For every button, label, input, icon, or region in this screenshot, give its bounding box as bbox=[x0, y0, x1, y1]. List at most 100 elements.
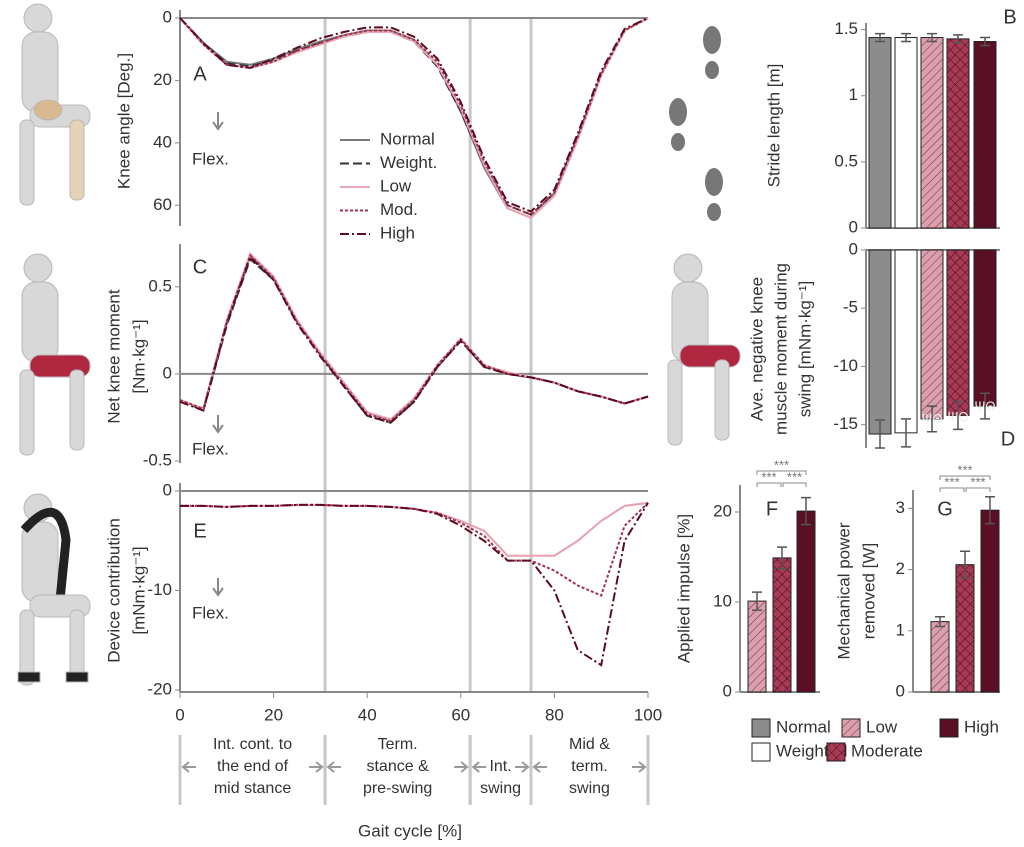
series-line bbox=[179, 17, 649, 216]
legend-label: Weight. bbox=[380, 153, 437, 172]
x-tick-label: 40 bbox=[358, 705, 377, 724]
y-axis-title: Knee angle [Deg.] bbox=[114, 53, 133, 189]
y-tick-label: 0 bbox=[163, 7, 172, 26]
legend-label: Moderate bbox=[851, 741, 923, 760]
significance-label: *** bbox=[761, 469, 776, 484]
error-bar bbox=[985, 495, 995, 525]
phase-arrow bbox=[471, 761, 530, 773]
y-tick-label: 1.5 bbox=[834, 19, 858, 38]
significance-label: *** bbox=[957, 462, 972, 477]
y-tick-label: 20 bbox=[713, 501, 732, 520]
panel-letter: A bbox=[193, 63, 207, 85]
legend-hatch bbox=[842, 719, 860, 737]
legend-label: Normal bbox=[776, 717, 831, 736]
bar bbox=[796, 510, 816, 693]
x-tick-label: 20 bbox=[264, 705, 283, 724]
phase-label: Int. cont. to bbox=[213, 736, 292, 753]
y-axis-title: removed [W] bbox=[859, 543, 878, 639]
legend-label: Mod. bbox=[380, 200, 418, 219]
phase-label: Mid & bbox=[569, 736, 610, 753]
y-tick-label: -10 bbox=[833, 356, 858, 375]
y-axis-title: Device contribution bbox=[104, 518, 123, 663]
legend-hatch bbox=[827, 743, 845, 761]
y-axis-title: [mNm·kg⁻¹] bbox=[129, 546, 148, 634]
phase-label: pre-swing bbox=[363, 780, 432, 797]
y-axis-title: muscle moment during bbox=[771, 263, 790, 435]
error-bar bbox=[901, 32, 911, 43]
bar-hatch bbox=[748, 601, 766, 692]
person-a bbox=[19, 3, 91, 206]
person-c bbox=[19, 253, 91, 456]
y-tick-label: 0.5 bbox=[834, 151, 858, 170]
y-tick-label: 60 bbox=[153, 195, 172, 214]
y-axis-title: Ave. negative knee bbox=[747, 277, 766, 421]
significance-label: *** bbox=[787, 469, 802, 484]
error-bar bbox=[875, 32, 885, 43]
error-bar bbox=[953, 400, 963, 431]
legend-swatch bbox=[751, 718, 771, 738]
error-bar bbox=[801, 496, 811, 526]
y-tick-label: 40 bbox=[153, 132, 172, 151]
y-axis-title: Net knee moment bbox=[104, 289, 123, 423]
phase-label: Term. bbox=[378, 736, 418, 753]
bar-label: ΨΘ bbox=[922, 411, 943, 426]
legend-label: High bbox=[964, 717, 999, 736]
error-bar bbox=[752, 591, 762, 611]
error-bar bbox=[777, 546, 787, 570]
panel-letter: E bbox=[193, 520, 206, 542]
y-tick-label: -5 bbox=[843, 298, 858, 317]
error-bar bbox=[927, 32, 937, 43]
significance-label: *** bbox=[774, 457, 789, 472]
y-tick-label: 1 bbox=[896, 620, 905, 639]
series-line bbox=[179, 17, 649, 216]
bar-label: ΨΘ bbox=[975, 398, 996, 413]
footprints bbox=[669, 26, 723, 221]
phase-label: mid stance bbox=[214, 780, 291, 797]
flexion-arrow bbox=[212, 112, 224, 131]
x-tick-label: 100 bbox=[634, 705, 662, 724]
bar bbox=[868, 249, 892, 435]
bar bbox=[894, 37, 918, 229]
error-bar bbox=[953, 34, 963, 44]
y-axis-title: swing [mNm·kg⁻¹] bbox=[795, 281, 814, 417]
bar-label: ΨΘ bbox=[948, 409, 969, 424]
series-line bbox=[179, 253, 649, 423]
bar bbox=[868, 37, 892, 229]
y-tick-label: 0.5 bbox=[148, 276, 172, 295]
error-bar bbox=[875, 419, 885, 449]
significance-bracket bbox=[756, 482, 782, 487]
panel-letter: F bbox=[766, 498, 778, 520]
significance-bracket bbox=[965, 487, 991, 492]
y-tick-label: 0 bbox=[723, 681, 732, 700]
phase-label: swing bbox=[480, 780, 521, 797]
phase-arrow bbox=[181, 761, 324, 773]
legend-swatch bbox=[939, 718, 959, 738]
flexion-label: Flex. bbox=[192, 603, 229, 622]
y-axis-title: Mechanical power bbox=[834, 522, 853, 659]
series-line bbox=[179, 17, 649, 219]
y-axis-title: Applied impulse [%] bbox=[674, 514, 693, 663]
phase-label: the end of bbox=[217, 758, 289, 775]
panel-letter: B bbox=[1003, 6, 1016, 28]
y-tick-label: 0 bbox=[849, 217, 858, 236]
phase-label: stance & bbox=[366, 758, 429, 775]
legend-label: Low bbox=[866, 717, 898, 736]
phase-arrow bbox=[532, 761, 647, 773]
significance-bracket bbox=[756, 470, 807, 475]
y-tick-label: 20 bbox=[153, 70, 172, 89]
bar-hatch bbox=[956, 564, 974, 692]
bar-hatch bbox=[947, 38, 969, 228]
series-line bbox=[179, 17, 649, 213]
significance-bracket bbox=[782, 482, 807, 487]
y-tick-label: 0 bbox=[163, 363, 172, 382]
flexion-label: Flex. bbox=[192, 149, 229, 168]
panel-letter: G bbox=[937, 498, 953, 520]
bar-hatch bbox=[947, 250, 969, 416]
bar-hatch bbox=[931, 621, 949, 692]
flexion-label: Flex. bbox=[192, 439, 229, 458]
person-c-right bbox=[667, 253, 741, 446]
x-tick-label: 60 bbox=[451, 705, 470, 724]
legend-swatch bbox=[751, 742, 771, 762]
series-line bbox=[180, 502, 649, 667]
y-axis-title: [Nm·kg⁻¹] bbox=[129, 319, 148, 393]
